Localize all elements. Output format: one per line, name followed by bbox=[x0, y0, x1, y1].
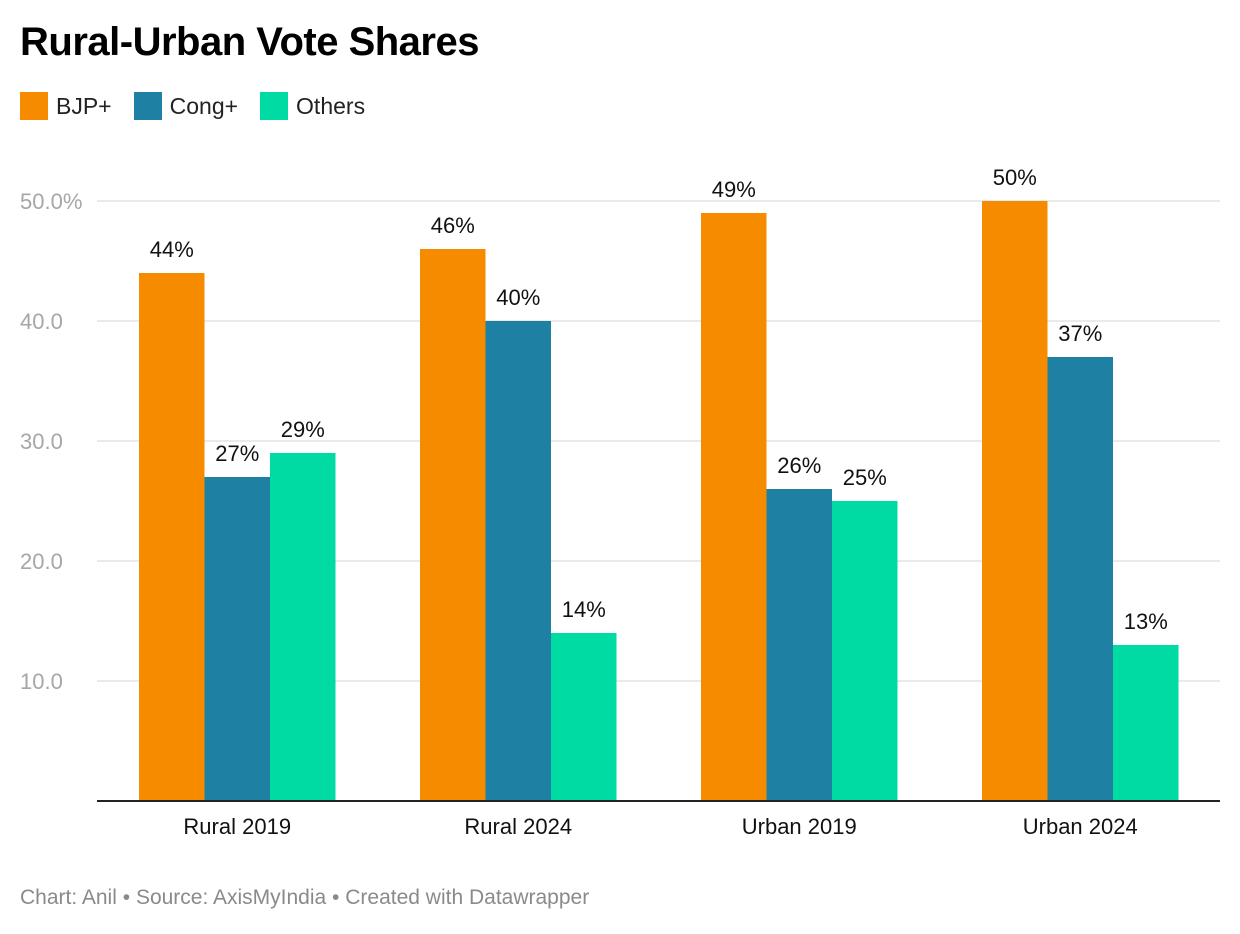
bar bbox=[551, 633, 617, 801]
legend-swatch-others bbox=[260, 92, 289, 120]
legend-item-cong: Cong+ bbox=[133, 92, 239, 120]
data-label: 37% bbox=[1058, 321, 1102, 346]
data-label: 50% bbox=[993, 165, 1037, 190]
y-tick-label: 20.0 bbox=[20, 549, 63, 574]
legend-label-cong: Cong+ bbox=[169, 92, 239, 119]
data-label: 44% bbox=[150, 237, 194, 262]
bar bbox=[270, 453, 336, 801]
bar bbox=[1047, 357, 1113, 801]
bar bbox=[420, 249, 486, 801]
data-label: 27% bbox=[215, 441, 259, 466]
bar bbox=[982, 201, 1048, 801]
footer-separator: • bbox=[332, 886, 340, 909]
x-tick-label: Rural 2024 bbox=[464, 814, 572, 839]
x-tick-label: Rural 2019 bbox=[183, 814, 291, 839]
data-label: 46% bbox=[431, 213, 475, 238]
legend: BJP+ Cong+ Others bbox=[20, 92, 387, 120]
legend-swatch-cong bbox=[133, 92, 162, 120]
data-label: 14% bbox=[562, 597, 606, 622]
legend-swatch-bjp bbox=[20, 92, 48, 120]
footer-source: Source: AxisMyIndia bbox=[135, 886, 327, 909]
chart-title: Rural-Urban Vote Shares bbox=[20, 20, 480, 64]
x-tick-label: Urban 2019 bbox=[742, 814, 857, 839]
data-label: 25% bbox=[843, 465, 887, 490]
y-tick-label: 50.0% bbox=[20, 189, 82, 214]
footer: Chart: Anil • Source: AxisMyIndia • Crea… bbox=[20, 886, 589, 910]
data-label: 29% bbox=[281, 417, 325, 442]
bar bbox=[139, 273, 205, 801]
legend-item-others: Others bbox=[260, 92, 365, 120]
bar bbox=[204, 477, 270, 801]
data-label: 40% bbox=[496, 285, 540, 310]
y-tick-label: 30.0 bbox=[20, 429, 63, 454]
footer-chart-credit: Chart: Anil bbox=[20, 886, 117, 909]
data-label: 26% bbox=[777, 453, 821, 478]
legend-item-bjp: BJP+ bbox=[20, 92, 112, 120]
bar bbox=[485, 321, 551, 801]
bar bbox=[832, 501, 898, 801]
data-label: 13% bbox=[1124, 609, 1168, 634]
y-tick-label: 10.0 bbox=[20, 669, 63, 694]
legend-label-bjp: BJP+ bbox=[56, 92, 112, 119]
bar bbox=[701, 213, 767, 801]
y-tick-label: 40.0 bbox=[20, 309, 63, 334]
bar bbox=[1113, 645, 1179, 801]
data-label: 49% bbox=[712, 177, 756, 202]
legend-label-others: Others bbox=[296, 92, 366, 119]
footer-separator: • bbox=[122, 886, 131, 909]
bar bbox=[766, 489, 832, 801]
footer-tool: Created with Datawrapper bbox=[345, 886, 590, 909]
x-tick-label: Urban 2024 bbox=[1023, 814, 1138, 839]
